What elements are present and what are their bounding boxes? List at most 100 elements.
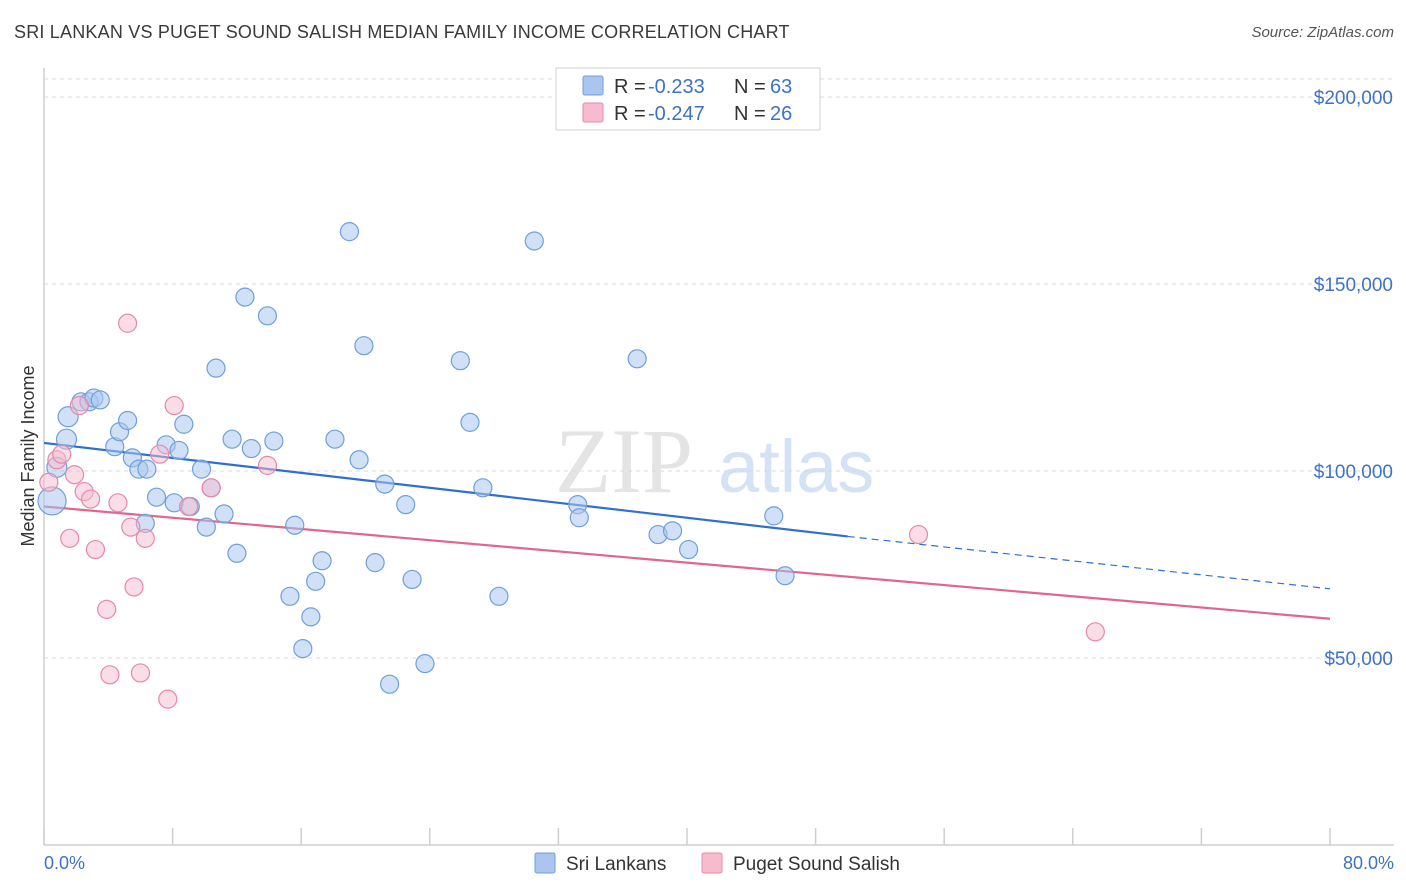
sri-lankans-point: [489, 586, 509, 606]
data-points: [37, 222, 1105, 709]
puget-sound-salish-point: [81, 489, 101, 509]
sri-lankans-point: [473, 478, 493, 498]
sri-lankans-point: [235, 287, 255, 307]
legend-n-label-1: N =: [734, 76, 766, 98]
watermark: ZIP atlas: [555, 410, 874, 512]
axes: [43, 68, 1394, 846]
y-axis-label: Median Family Income: [18, 365, 38, 546]
puget-sound-salish-point: [85, 539, 106, 560]
sri-lankans-point: [146, 487, 167, 507]
legend: R = -0.233 N = 63 R = -0.247 N = 26: [555, 67, 821, 131]
puget-sound-salish-point: [179, 496, 199, 517]
sri-lankans-point: [293, 639, 313, 659]
puget-sound-salish-point: [121, 517, 141, 537]
sri-lankans-point: [679, 539, 699, 560]
bottom-legend-swatch-puget-sound-salish: [701, 852, 723, 874]
sri-lankans-point: [285, 515, 305, 535]
sri-lankans-point: [90, 390, 110, 410]
sri-lankans-point: [460, 412, 480, 432]
puget-sound-salish-trend-line: [43, 505, 1331, 620]
sri-lankans-point: [662, 521, 683, 541]
puget-sound-salish-point: [69, 395, 89, 416]
sri-lankans-point: [415, 654, 435, 674]
sri-lankans-point: [312, 551, 332, 571]
watermark-zip: ZIP: [555, 410, 693, 512]
sri-lankans-point: [206, 358, 226, 378]
y-tick-label: $50,000: [1324, 649, 1393, 670]
sri-lankans-point: [257, 306, 278, 326]
sri-lankans-point: [764, 506, 784, 526]
y-tick-labels: $50,000 $100,000 $150,000 $200,000: [1314, 88, 1393, 670]
puget-sound-salish-point: [117, 313, 138, 333]
sri-lankans-point: [375, 474, 395, 494]
puget-sound-salish-point: [124, 577, 144, 597]
sri-lankans-point: [301, 607, 321, 627]
sri-lankans-point: [775, 566, 795, 586]
sri-lankans-point: [354, 336, 374, 356]
chart-title: SRI LANKAN VS PUGET SOUND SALISH MEDIAN …: [14, 22, 790, 42]
sri-lankans-point: [241, 438, 261, 459]
puget-sound-salish-point: [164, 395, 184, 416]
y-tick-label: $150,000: [1314, 275, 1393, 296]
sri-lankans-point: [339, 222, 360, 242]
sri-lankans-point: [117, 410, 138, 431]
puget-sound-salish-point: [201, 478, 221, 498]
y-tick-label: $100,000: [1314, 462, 1393, 483]
puget-sound-salish-point: [39, 472, 59, 492]
puget-sound-salish-point: [60, 528, 80, 548]
sri-lankans-point: [365, 553, 385, 573]
sri-lankans-point: [450, 351, 470, 371]
sri-lankans-point: [191, 459, 212, 479]
sri-lankans-trend-extension: [847, 535, 1331, 590]
watermark-atlas: atlas: [718, 425, 874, 508]
sri-lankans-point: [280, 586, 300, 606]
legend-n-value-2: 26: [770, 103, 792, 125]
puget-sound-salish-point: [97, 599, 117, 619]
sri-lankans-point: [222, 429, 242, 449]
bottom-legend-label-sri-lankans: Sri Lankans: [566, 854, 666, 875]
sri-lankans-point: [196, 517, 216, 537]
sri-lankans-point: [524, 231, 544, 251]
legend-n-label-2: N =: [734, 103, 766, 125]
bottom-legend-swatch-sri-lankans: [534, 852, 556, 874]
sri-lankans-point: [569, 508, 589, 528]
sri-lankans-point: [264, 431, 284, 451]
bottom-legend: Sri Lankans Puget Sound Salish: [534, 852, 900, 875]
sri-lankans-point: [396, 495, 416, 515]
legend-r-label-1: R =: [614, 76, 646, 98]
sri-lankans-point: [174, 414, 194, 434]
x-tick-label-min: 0.0%: [44, 853, 85, 873]
sri-lankans-point: [380, 674, 400, 694]
sri-lankans-point: [627, 349, 647, 369]
gridlines: [44, 78, 1394, 659]
sri-lankans-point: [137, 459, 157, 479]
sri-lankans-point: [325, 429, 345, 449]
puget-sound-salish-point: [908, 524, 929, 545]
puget-sound-salish-point: [64, 465, 85, 485]
sri-lankans-point: [402, 569, 422, 590]
puget-sound-salish-point: [257, 455, 278, 475]
sri-lankans-point: [227, 543, 247, 563]
puget-sound-salish-point: [135, 528, 155, 548]
legend-swatch-sri-lankans: [582, 75, 604, 96]
legend-r-label-2: R =: [614, 103, 646, 125]
sri-lankans-point: [306, 571, 326, 591]
y-tick-label: $200,000: [1314, 88, 1393, 109]
legend-r-value-1: -0.233: [648, 76, 705, 98]
x-tick-label-max: 80.0%: [1343, 853, 1394, 873]
sri-lankans-point: [349, 450, 369, 470]
legend-n-value-1: 63: [770, 76, 792, 98]
legend-swatch-puget-sound-salish: [582, 102, 604, 123]
puget-sound-salish-point: [100, 665, 120, 685]
puget-sound-salish-point: [52, 444, 72, 464]
bottom-legend-label-puget-sound-salish: Puget Sound Salish: [733, 854, 900, 875]
puget-sound-salish-point: [108, 493, 128, 513]
puget-sound-salish-point: [150, 444, 170, 464]
puget-sound-salish-point: [1085, 622, 1105, 642]
legend-r-value-2: -0.247: [648, 103, 705, 125]
sri-lankans-point: [214, 504, 234, 524]
puget-sound-salish-point: [130, 663, 151, 683]
puget-sound-salish-point: [158, 689, 178, 709]
source-credit: Source: ZipAtlas.com: [1251, 24, 1394, 41]
